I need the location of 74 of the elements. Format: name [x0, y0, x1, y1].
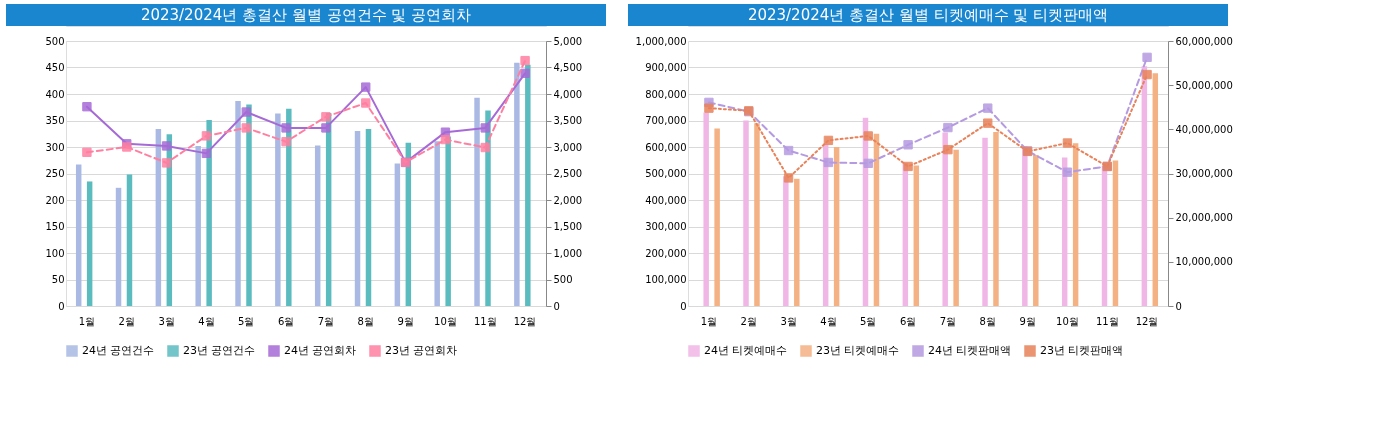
y-tick-label: 800,000	[645, 88, 687, 100]
legend-label: 23년 티켓예매수	[816, 344, 900, 357]
x-tick-label: 2월	[118, 315, 135, 327]
y2-tick-label: 10,000,000	[1175, 256, 1233, 268]
y-tick-label: 100	[45, 247, 65, 259]
legend-label: 23년 티켓판매액	[1040, 344, 1124, 357]
y-tick-label: 250	[45, 168, 65, 179]
x-tick-label: 12월	[513, 315, 537, 327]
y-tick-label: 300	[45, 141, 65, 153]
y2-tick-label: 4,500	[553, 62, 583, 73]
x-tick-label: 11월	[1095, 315, 1119, 327]
x-tick-label: 1월	[700, 315, 718, 327]
x-tick-label: 4월	[198, 315, 215, 327]
y2-tick-label: 0	[1175, 300, 1182, 312]
y-tick-label: 200,000	[645, 247, 687, 259]
x-tick-label: 10월	[1056, 315, 1079, 327]
x-tick-label: 6월	[277, 315, 295, 327]
legend-label: 24년 공연회차	[284, 344, 357, 357]
y-tick-label: 350	[45, 115, 65, 126]
x-tick-label: 4월	[820, 315, 837, 327]
x-tick-label: 12월	[1135, 315, 1159, 327]
legend-label: 24년 티켓판매액	[928, 344, 1012, 357]
x-tick-label: 3월	[158, 315, 175, 327]
y-tick-label: 900,000	[645, 62, 687, 73]
y-tick-label: 50	[51, 274, 65, 285]
y2-tick-label: 30,000,000	[1175, 168, 1233, 179]
y2-tick-label: 2,000	[553, 194, 583, 206]
y2-tick-label: 2,500	[553, 168, 583, 179]
y-tick-label: 700,000	[645, 115, 687, 126]
y-tick-label: 300,000	[645, 221, 687, 232]
legend-label: 24년 티켓예매수	[704, 344, 788, 357]
y2-tick-label: 5,000	[553, 35, 583, 47]
x-tick-label: 9월	[1019, 315, 1036, 327]
legend-label: 24년 공연건수	[82, 344, 155, 357]
x-tick-label: 7월	[317, 315, 335, 327]
y-tick-label: 400	[45, 88, 65, 100]
x-tick-label: 8월	[357, 315, 374, 327]
chart-title: 2023/2024년 총결산 월별 공연건수 및 공연회차	[140, 6, 472, 24]
y2-tick-label: 500	[553, 274, 573, 285]
y2-tick-label: 3,000	[553, 141, 583, 153]
y2-tick-label: 0	[553, 300, 560, 312]
y-tick-label: 450	[45, 62, 65, 73]
y-tick-label: 100,000	[645, 274, 687, 285]
y-tick-label: 0	[58, 300, 65, 312]
x-tick-label: 11월	[473, 315, 497, 327]
y-tick-label: 400,000	[645, 194, 687, 206]
y-tick-label: 200	[45, 194, 65, 206]
x-tick-label: 5월	[238, 315, 255, 327]
x-tick-label: 3월	[780, 315, 797, 327]
y2-tick-label: 20,000,000	[1175, 212, 1233, 224]
y2-tick-label: 50,000,000	[1175, 79, 1233, 91]
y-tick-label: 0	[680, 300, 687, 312]
y2-tick-label: 4,000	[553, 88, 583, 100]
y2-tick-label: 60,000,000	[1175, 35, 1233, 47]
x-tick-label: 6월	[899, 315, 917, 327]
x-tick-label: 9월	[397, 315, 414, 327]
x-tick-label: 7월	[939, 315, 957, 327]
chart-title: 2023/2024년 총결산 월별 티켓예매수 및 티켓판매액	[747, 6, 1109, 24]
legend-label: 23년 공연회차	[385, 344, 458, 357]
x-tick-label: 5월	[860, 315, 877, 327]
y2-tick-label: 3,500	[553, 115, 583, 126]
x-tick-label: 1월	[78, 315, 96, 327]
x-tick-label: 2월	[740, 315, 757, 327]
legend-label: 23년 공연건수	[183, 344, 256, 357]
x-tick-label: 10월	[434, 315, 457, 327]
y-tick-label: 600,000	[645, 141, 687, 153]
y2-tick-label: 1,000	[553, 247, 583, 259]
y-tick-label: 150	[45, 221, 65, 232]
y-tick-label: 1,000,000	[635, 35, 687, 47]
y2-tick-label: 1,500	[553, 221, 583, 232]
x-tick-label: 8월	[979, 315, 996, 327]
y-tick-label: 500	[45, 35, 65, 47]
y-tick-label: 500,000	[645, 168, 687, 179]
y2-tick-label: 40,000,000	[1175, 123, 1233, 135]
